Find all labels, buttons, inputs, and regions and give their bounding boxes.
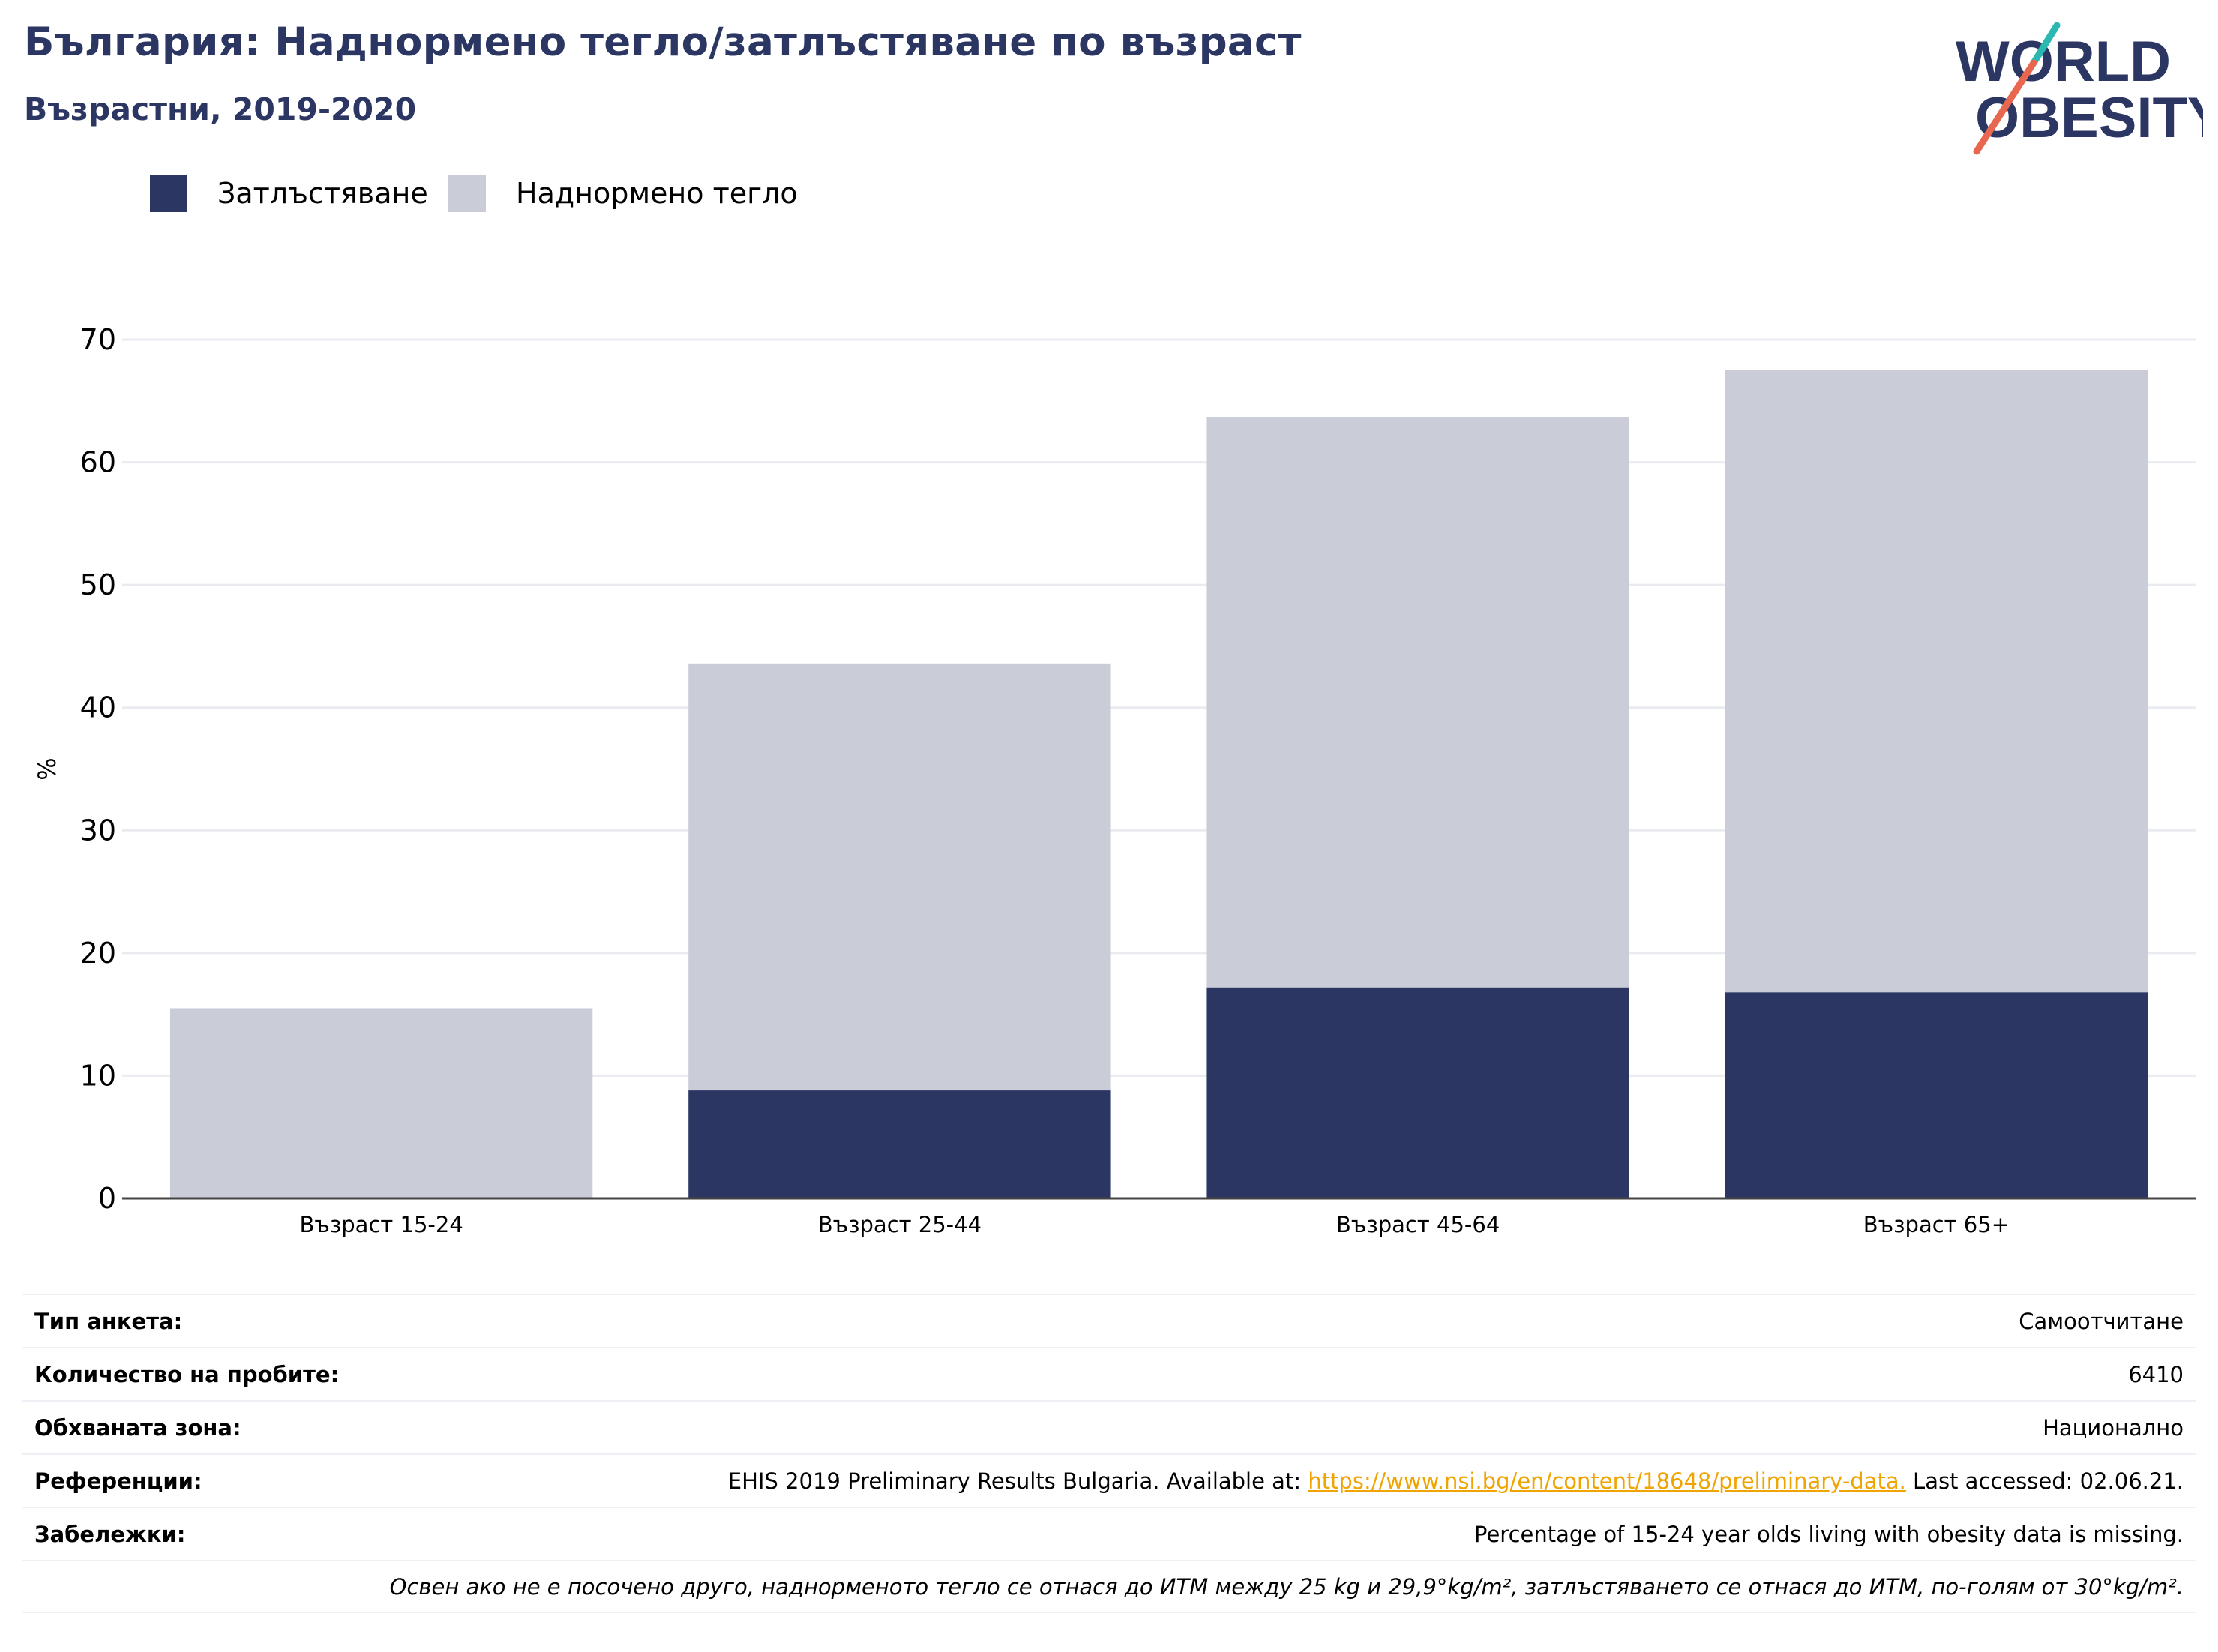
survey-type-value: Самоотчитане — [2019, 1308, 2184, 1334]
references-label: Референции: — [34, 1468, 202, 1494]
area-value: Национално — [2043, 1414, 2184, 1441]
y-tick-label: 0 — [98, 1182, 116, 1215]
info-row-area: Обхваната зона: Национално — [22, 1400, 2196, 1453]
area-label: Обхваната зона: — [34, 1414, 241, 1441]
y-axis-label: % — [33, 757, 61, 780]
x-tick-label: Възраст 65+ — [1863, 1212, 2010, 1237]
y-tick-label: 50 — [80, 568, 116, 601]
info-row-notes: Забележки: Percentage of 15-24 year olds… — [22, 1507, 2196, 1560]
bar-overweight — [1725, 370, 2148, 993]
survey-type-label: Тип анкета: — [34, 1308, 183, 1334]
legend-item-obesity: Затлъстяване — [150, 171, 428, 216]
bar-overweight — [169, 1008, 593, 1198]
chart-subtitle: Възрастни, 2019-2020 — [24, 91, 417, 127]
y-tick-label: 30 — [80, 814, 116, 847]
legend-label-obesity: Затлъстяване — [217, 177, 428, 210]
bar-obesity — [1206, 987, 1629, 1198]
info-row-sample-size: Количество на пробите: 6410 — [22, 1347, 2196, 1400]
x-tick-label: Възраст 25-44 — [818, 1212, 982, 1237]
y-tick-label: 20 — [80, 937, 116, 970]
info-row-survey-type: Тип анкета: Самоотчитане — [22, 1294, 2196, 1347]
y-tick-label: 10 — [80, 1059, 116, 1092]
legend-swatch-obesity — [150, 175, 187, 212]
bar-overweight — [1206, 417, 1629, 988]
bar-chart: 0 10 20 30 40 50 60 70% Възраст 15-24 Възраст 25-… — [33, 323, 2196, 1237]
sample-size-value: 6410 — [2128, 1361, 2184, 1387]
logo-line1: WORLD — [1956, 30, 2171, 94]
footnote-text: Освен ако не е посочено друго, наднормен… — [389, 1573, 2184, 1600]
info-row-footnote: Освен ако не е посочено друго, наднормен… — [22, 1560, 2196, 1613]
bar-obesity — [688, 1090, 1111, 1198]
x-tick-label: Възраст 15-24 — [299, 1212, 463, 1237]
references-value: EHIS 2019 Preliminary Results Bulgaria. … — [728, 1468, 2184, 1494]
sample-size-label: Количество на пробите: — [34, 1361, 340, 1387]
legend-item-overweight: Наднормено тегло — [448, 171, 798, 216]
references-link[interactable]: https://www.nsi.bg/en/content/18648/prel… — [1308, 1468, 1906, 1494]
info-table: Тип анкета: Самоотчитане Количество на п… — [22, 1294, 2196, 1613]
logo-slash-bottom — [1973, 59, 2037, 155]
y-tick-label: 60 — [80, 446, 116, 479]
bar-obesity — [1725, 992, 2148, 1198]
notes-label: Забележки: — [34, 1521, 186, 1547]
legend-swatch-overweight — [448, 175, 486, 212]
notes-value: Percentage of 15-24 year olds living wit… — [1474, 1521, 2184, 1547]
y-tick-label: 40 — [80, 691, 116, 724]
legend-label-overweight: Наднормено тегло — [516, 177, 798, 210]
references-suffix: Last accessed: 02.06.21. — [1905, 1468, 2184, 1494]
chart-title: България: Наднормено тегло/затлъстяване … — [24, 19, 1302, 65]
logo-slash-top — [2030, 22, 2061, 67]
world-obesity-logo: WORLD OBESITY — [1956, 22, 2203, 155]
x-tick-label: Възраст 45-64 — [1336, 1212, 1500, 1237]
bar-overweight — [688, 663, 1111, 1091]
y-tick-label: 70 — [80, 323, 116, 356]
references-prefix: EHIS 2019 Preliminary Results Bulgaria. … — [727, 1468, 1308, 1494]
info-row-references: Референции: EHIS 2019 Preliminary Result… — [22, 1453, 2196, 1507]
